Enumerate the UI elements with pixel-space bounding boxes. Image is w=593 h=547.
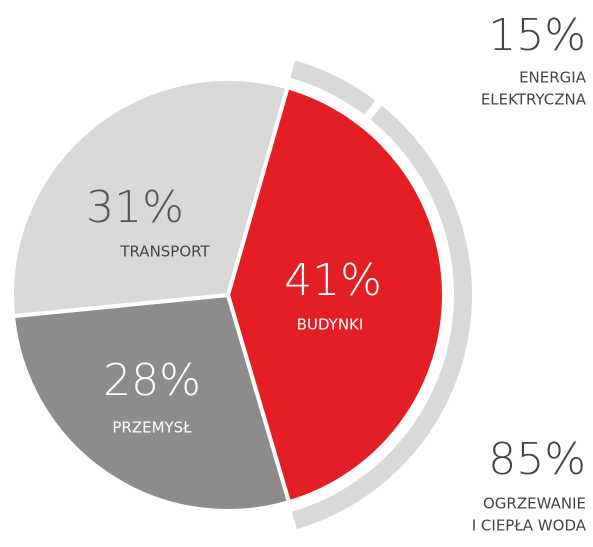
slice-value-label: 41% xyxy=(284,255,382,306)
pie-slice xyxy=(10,77,290,319)
slice-label: TRANSPORT xyxy=(119,243,210,261)
slice-value-label: 28% xyxy=(103,355,201,406)
ring-segment xyxy=(290,60,376,115)
slice-label: PRZEMYSŁ xyxy=(112,419,192,437)
ring-value-label: 85% xyxy=(488,434,586,485)
pie-slice xyxy=(11,293,291,513)
slice-label: BUDYNKI xyxy=(297,316,364,334)
ring-label: OGRZEWANIE xyxy=(483,495,586,513)
ring-segment xyxy=(291,105,472,530)
slice-value-label: 31% xyxy=(86,182,184,233)
ring-label: ELEKTRYCZNA xyxy=(481,91,587,109)
ring-label: I CIEPŁA WODA xyxy=(472,517,587,535)
ring-label: ENERGIA xyxy=(519,69,587,87)
pie-slice xyxy=(226,85,446,505)
ring-value-label: 15% xyxy=(488,10,586,61)
